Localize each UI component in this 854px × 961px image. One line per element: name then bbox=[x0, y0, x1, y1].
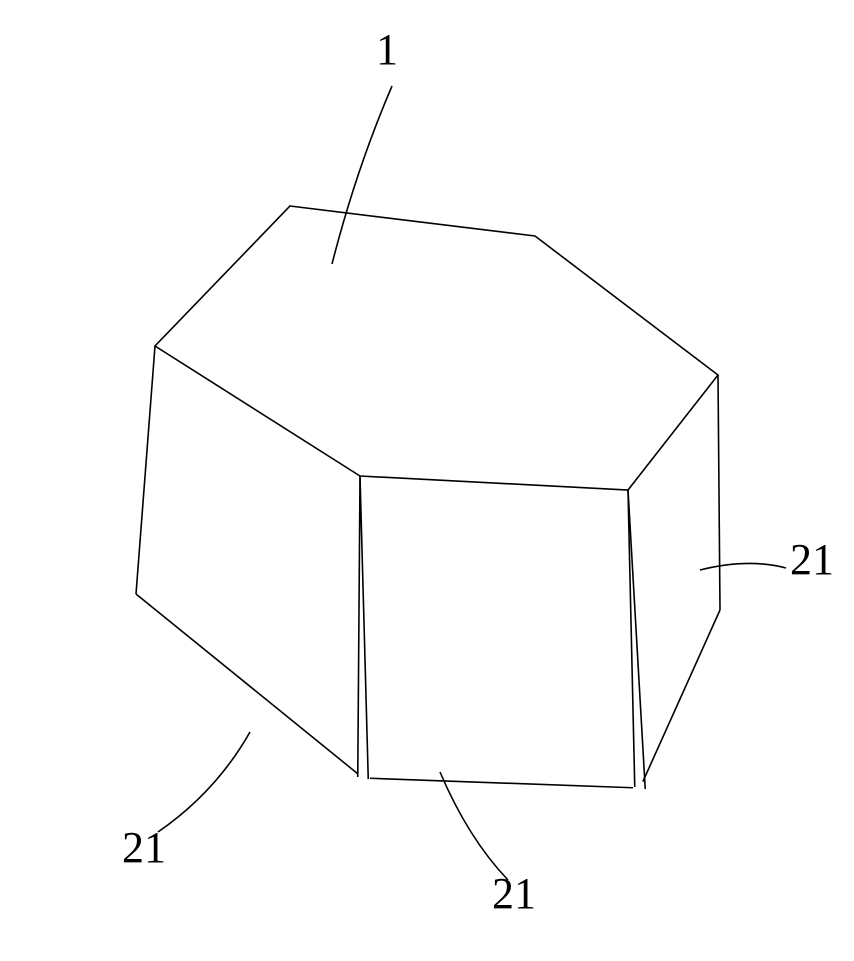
label-21-1-label: 21 bbox=[492, 869, 536, 918]
label-21-2-leader bbox=[158, 732, 250, 832]
label-21-0-leader bbox=[700, 563, 786, 570]
prism-seam bbox=[628, 490, 635, 787]
prism-edge-left-outer bbox=[136, 346, 155, 594]
prism-seam bbox=[358, 476, 360, 777]
prism-panel-bottom-1 bbox=[370, 778, 633, 787]
prism-top-face bbox=[155, 206, 718, 490]
label-1-leader bbox=[332, 86, 392, 264]
prism-panel-bottom-0 bbox=[643, 610, 720, 782]
prism-seam bbox=[628, 490, 645, 789]
label-21-0-label: 21 bbox=[790, 535, 834, 584]
prism-edge-right-outer bbox=[718, 375, 720, 610]
prism-seam bbox=[360, 476, 368, 779]
label-21-1-leader bbox=[440, 772, 508, 880]
label-21-2-label: 21 bbox=[122, 823, 166, 872]
prism-panel-bottom-2 bbox=[136, 594, 358, 774]
label-1-label: 1 bbox=[376, 25, 398, 74]
